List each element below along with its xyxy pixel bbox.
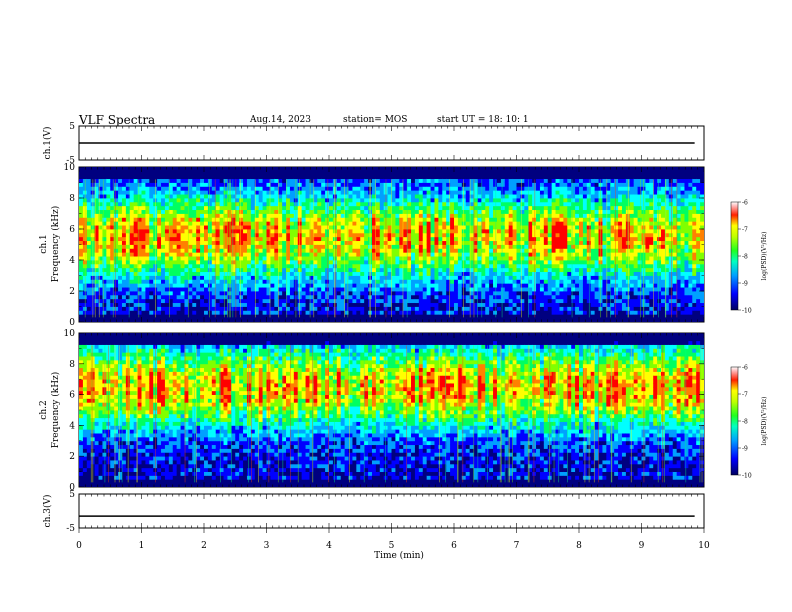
ch1-colorbar <box>730 201 739 311</box>
x-tick-label: 6 <box>451 541 457 551</box>
colorbar-tick-label: -9 <box>742 446 748 453</box>
y-tick-label: 0 <box>69 318 75 328</box>
y-tick-label: 8 <box>69 194 75 204</box>
y-tick-label: 2 <box>69 287 75 297</box>
colorbar-tick-label: -6 <box>742 365 748 372</box>
x-tick-label: 1 <box>139 541 145 551</box>
ch2-colorbar <box>730 366 739 476</box>
x-tick-label: 7 <box>514 541 520 551</box>
colorbar-tick-label: -7 <box>742 392 748 399</box>
ch2-spectrogram <box>79 333 704 487</box>
colorbar-tick-label: -10 <box>742 473 752 480</box>
ch1-colorbar-label: log(PSD)(V²/Hz) <box>761 232 768 281</box>
ch1-spectrogram-ylabel-line2: Frequency (kHz) <box>50 206 61 283</box>
y-tick-label: 4 <box>69 256 75 266</box>
axes-ticks: 0 1 2 3 4 5 6 7 8 9 105-5024681002468105-5-6-7-8-9… <box>64 122 752 551</box>
ch1-spectrogram <box>79 167 704 322</box>
start-ut-label: start UT = 18: 10: 1 <box>437 115 529 125</box>
y-tick-label: 6 <box>69 391 75 401</box>
recording-date: Aug.14, 2023 <box>250 115 311 125</box>
colorbar-tick-label: -10 <box>742 308 752 315</box>
colorbar-tick-label: -8 <box>742 254 748 261</box>
colorbar-tick-label: -7 <box>742 227 748 234</box>
colorbar-tick-label: -9 <box>742 281 748 288</box>
y-tick-label: 2 <box>69 452 75 462</box>
ch2-colorbar-label: log(PSD)(V²/Hz) <box>761 397 768 446</box>
x-tick-label: 8 <box>576 541 582 551</box>
y-tick-label: -5 <box>66 524 75 534</box>
x-tick-label: 0 <box>76 541 82 551</box>
y-tick-label: 10 <box>64 163 76 173</box>
x-tick-label: 5 <box>389 541 395 551</box>
y-tick-label: 0 <box>69 483 75 493</box>
y-tick-label: 5 <box>69 122 75 132</box>
ch2-spectrogram-ylabel-line2: Frequency (kHz) <box>50 372 61 449</box>
y-tick-label: 4 <box>69 421 75 431</box>
ch2-spectrogram-ylabel-line1: ch.2 <box>39 400 49 419</box>
x-tick-label: 3 <box>264 541 270 551</box>
x-tick-label: 2 <box>201 541 207 551</box>
ch1-spectrogram-ylabel-line1: ch.1 <box>39 234 49 253</box>
ch3-voltage-ylabel: ch.3(V) <box>42 495 53 528</box>
y-tick-label: 6 <box>69 225 75 235</box>
colorbar-tick-label: -6 <box>742 200 748 207</box>
colorbar-tick-label: -8 <box>742 419 748 426</box>
x-axis-label: Time (min) <box>374 550 424 561</box>
x-tick-label: 9 <box>639 541 645 551</box>
ch3-voltage-frame <box>78 493 705 529</box>
station-label: station= MOS <box>343 115 408 125</box>
chart-title: VLF Spectra <box>79 113 156 127</box>
x-tick-label: 10 <box>698 541 710 551</box>
ch1-voltage-ylabel: ch.1(V) <box>42 127 53 160</box>
y-tick-label: 8 <box>69 360 75 370</box>
y-tick-label: -5 <box>66 156 75 166</box>
y-tick-label: 5 <box>69 490 75 500</box>
y-tick-label: 10 <box>64 329 76 339</box>
x-tick-label: 4 <box>326 541 332 551</box>
